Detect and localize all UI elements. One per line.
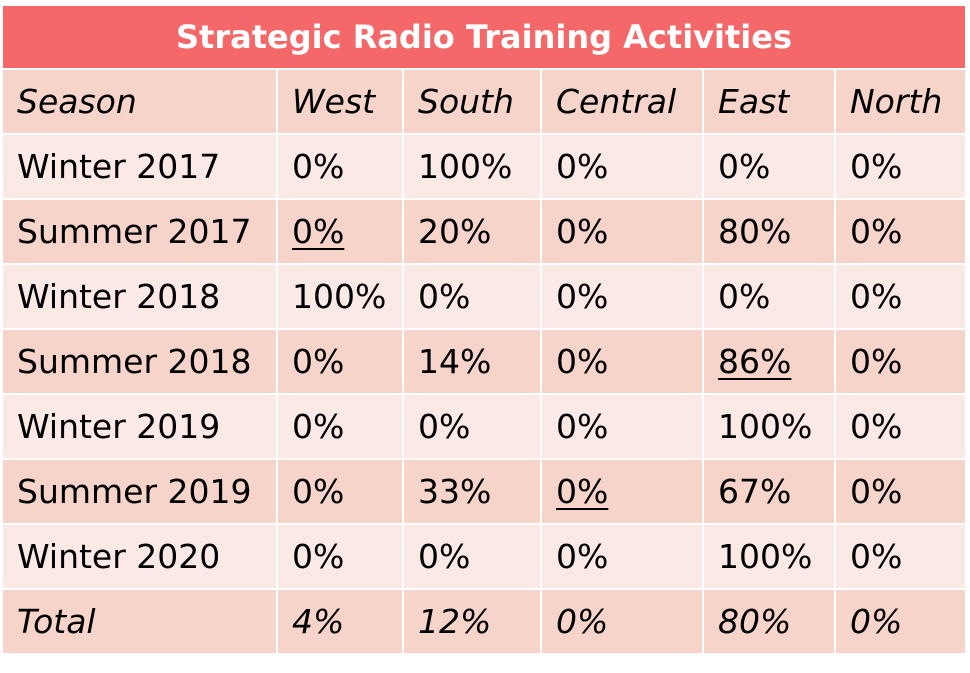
cell-west: 0% bbox=[278, 395, 404, 460]
cell-central: 0% bbox=[542, 460, 704, 525]
cell-south: 0% bbox=[404, 525, 542, 590]
cell-central: 0% bbox=[542, 135, 704, 200]
underlined-value: 86% bbox=[718, 342, 792, 381]
header-south: South bbox=[404, 70, 542, 135]
cell-east: 100% bbox=[704, 395, 836, 460]
header-north: North bbox=[836, 70, 967, 135]
cell-season: Winter 2018 bbox=[3, 265, 278, 330]
table-title: Strategic Radio Training Activities bbox=[3, 6, 965, 68]
cell-season: Winter 2017 bbox=[3, 135, 278, 200]
cell-west: 100% bbox=[278, 265, 404, 330]
total-season: Total bbox=[3, 590, 278, 655]
cell-west: 0% bbox=[278, 460, 404, 525]
cell-east: 0% bbox=[704, 265, 836, 330]
total-south: 12% bbox=[404, 590, 542, 655]
cell-south: 0% bbox=[404, 395, 542, 460]
cell-north: 0% bbox=[836, 265, 967, 330]
cell-south: 0% bbox=[404, 265, 542, 330]
cell-season: Summer 2019 bbox=[3, 460, 278, 525]
cell-north: 0% bbox=[836, 395, 967, 460]
cell-central: 0% bbox=[542, 200, 704, 265]
cell-east: 86% bbox=[704, 330, 836, 395]
header-central: Central bbox=[542, 70, 704, 135]
cell-east: 67% bbox=[704, 460, 836, 525]
underlined-value: 0% bbox=[292, 212, 345, 251]
cell-south: 33% bbox=[404, 460, 542, 525]
cell-south: 20% bbox=[404, 200, 542, 265]
cell-north: 0% bbox=[836, 330, 967, 395]
header-west: West bbox=[278, 70, 404, 135]
cell-central: 0% bbox=[542, 265, 704, 330]
total-west: 4% bbox=[278, 590, 404, 655]
cell-east: 0% bbox=[704, 135, 836, 200]
total-east: 80% bbox=[704, 590, 836, 655]
table-row: Summer 2017 0% 20% 0% 80% 0% bbox=[3, 200, 967, 265]
cell-north: 0% bbox=[836, 460, 967, 525]
cell-north: 0% bbox=[836, 525, 967, 590]
total-row: Total 4% 12% 0% 80% 0% bbox=[3, 590, 967, 655]
header-season: Season bbox=[3, 70, 278, 135]
table-row: Summer 2019 0% 33% 0% 67% 0% bbox=[3, 460, 967, 525]
training-activities-table: Season West South Central East North Win… bbox=[3, 70, 967, 655]
table-row: Winter 2019 0% 0% 0% 100% 0% bbox=[3, 395, 967, 460]
cell-season: Summer 2017 bbox=[3, 200, 278, 265]
table-row: Winter 2020 0% 0% 0% 100% 0% bbox=[3, 525, 967, 590]
cell-season: Winter 2019 bbox=[3, 395, 278, 460]
cell-west: 0% bbox=[278, 200, 404, 265]
cell-central: 0% bbox=[542, 395, 704, 460]
cell-west: 0% bbox=[278, 135, 404, 200]
cell-season: Summer 2018 bbox=[3, 330, 278, 395]
cell-west: 0% bbox=[278, 525, 404, 590]
table-row: Summer 2018 0% 14% 0% 86% 0% bbox=[3, 330, 967, 395]
header-east: East bbox=[704, 70, 836, 135]
cell-north: 0% bbox=[836, 135, 967, 200]
header-row: Season West South Central East North bbox=[3, 70, 967, 135]
cell-south: 14% bbox=[404, 330, 542, 395]
cell-season: Winter 2020 bbox=[3, 525, 278, 590]
cell-east: 80% bbox=[704, 200, 836, 265]
cell-east: 100% bbox=[704, 525, 836, 590]
underlined-value: 0% bbox=[556, 472, 609, 511]
cell-north: 0% bbox=[836, 200, 967, 265]
cell-central: 0% bbox=[542, 525, 704, 590]
cell-central: 0% bbox=[542, 330, 704, 395]
total-central: 0% bbox=[542, 590, 704, 655]
table-row: Winter 2018 100% 0% 0% 0% 0% bbox=[3, 265, 967, 330]
cell-west: 0% bbox=[278, 330, 404, 395]
cell-south: 100% bbox=[404, 135, 542, 200]
total-north: 0% bbox=[836, 590, 967, 655]
table-row: Winter 2017 0% 100% 0% 0% 0% bbox=[3, 135, 967, 200]
